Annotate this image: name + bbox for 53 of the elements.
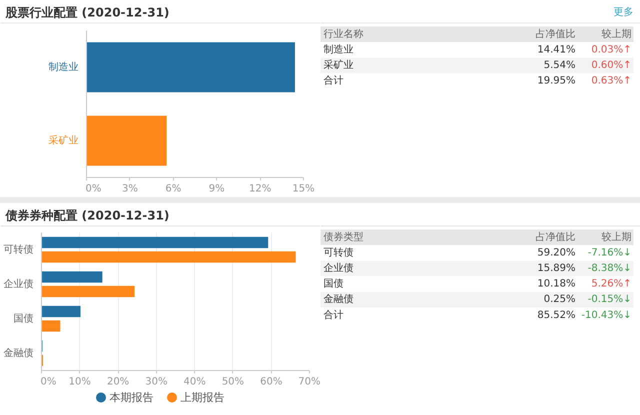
x-tick-label: 15% (292, 184, 315, 194)
data-label: 15.89% (537, 263, 576, 274)
text: 较上期 (602, 28, 632, 40)
data-label: 5.26%↑ (591, 278, 632, 290)
data-label: -7.16%↓ (588, 247, 632, 258)
data-label: 0.25% (544, 294, 576, 306)
y-tick-label: 金融债 (4, 346, 34, 359)
text: 更多 (614, 6, 634, 18)
category-label: 采矿业 (324, 59, 354, 71)
text: 较上期 (602, 230, 632, 243)
data-label: 10.18% (537, 278, 576, 290)
data-label: -8.38%↓ (588, 263, 632, 274)
x-tick-label: 20% (106, 376, 130, 388)
x-tick-label: 40% (184, 376, 206, 388)
series-label: 占净值比 (536, 230, 576, 243)
category-label: 企业债 (324, 262, 354, 274)
data-label: 0.63%↑ (591, 76, 632, 87)
y-tick-label: 国债 (14, 313, 34, 324)
data-label: 14.41% (537, 44, 576, 56)
x-tick-label: 60% (260, 376, 282, 388)
x-tick-label: 6% (165, 184, 182, 194)
data-label: 5.54% (544, 60, 576, 71)
data-label: -0.15%↓ (588, 294, 632, 306)
x-tick-label: 9% (208, 184, 225, 194)
category-label: 金融债 (324, 293, 354, 306)
y-tick-label: 可转债 (4, 243, 34, 256)
data-label: 19.95% (537, 76, 576, 87)
category-label: 合计 (324, 74, 344, 87)
x-tick-label: 70% (298, 376, 321, 388)
x-tick-label: 30% (145, 376, 168, 388)
data-label: -10.43%↓ (581, 310, 632, 321)
chart-title: 股票行业配置 (2020-12-31) (4, 6, 170, 20)
category-label: 国债 (324, 278, 344, 290)
x-tick-label: 3% (122, 184, 138, 194)
data-label: 59.20% (537, 247, 576, 258)
text: 行业名称 (324, 28, 364, 40)
category-label: 合计 (324, 308, 344, 321)
x-tick-label: 12% (248, 184, 272, 194)
legend-label: 本期报告 (110, 391, 154, 404)
text: 债券类型 (324, 230, 364, 243)
data-label: 85.52% (537, 310, 576, 321)
x-tick-label: 50% (222, 376, 244, 388)
x-tick-label: 0% (86, 184, 102, 194)
category-label: 制造业 (324, 43, 354, 56)
x-tick-label: 0% (40, 376, 56, 388)
data-label: 0.03%↑ (591, 44, 632, 56)
x-tick-label: 10% (68, 376, 91, 388)
series-label: 占净值比 (536, 28, 576, 40)
data-label: 0.60%↑ (591, 60, 632, 71)
legend-label: 上期报告 (180, 391, 224, 404)
chart-title: 债券券种配置 (2020-12-31) (4, 208, 170, 222)
category-label: 可转债 (324, 246, 354, 258)
y-tick-label: 企业债 (4, 278, 34, 290)
